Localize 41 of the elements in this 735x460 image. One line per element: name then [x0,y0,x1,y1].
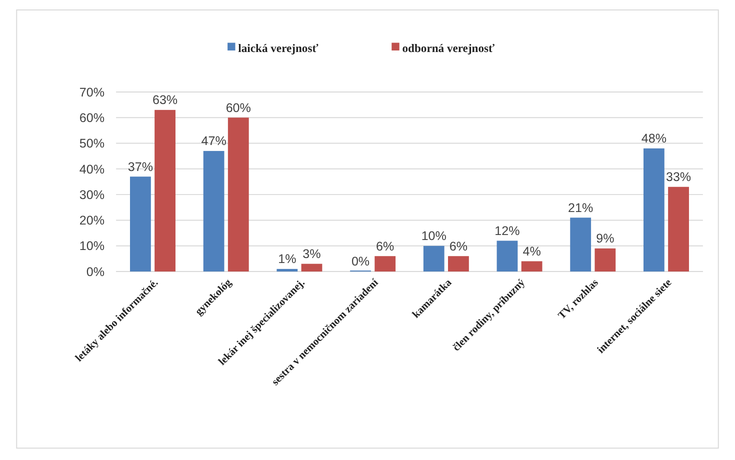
y-tick-label: 40% [79,162,104,176]
y-tick-label: 50% [79,136,104,151]
bar [276,268,298,272]
bar [203,150,224,272]
data-label: 0% [351,254,370,269]
bar [668,186,689,272]
y-tick-label: 30% [79,188,104,202]
data-label: 47% [201,134,226,148]
bar [374,256,396,272]
bar [570,218,592,272]
legend-label: odborná verejnosť [402,42,495,56]
bar [301,264,322,272]
data-label: 6% [376,239,394,254]
bar [643,148,664,272]
data-label: 3% [302,247,321,262]
y-tick-label: 10% [79,239,104,254]
bar [496,240,518,272]
y-tick-label: 60% [79,111,104,126]
y-tick-label: 70% [79,85,104,100]
data-label: 21% [568,200,594,215]
data-label: 63% [152,93,178,108]
data-label: 48% [641,132,666,146]
y-tick-label: 20% [79,214,104,228]
bar [130,176,151,272]
y-tick-label: 0% [86,264,104,279]
data-label: 4% [522,244,541,258]
data-label: 12% [494,224,520,238]
data-label: 6% [449,239,468,254]
bar [521,261,542,272]
data-label: 10% [421,229,446,244]
data-label: 1% [278,252,296,266]
bar [448,256,469,272]
bar [423,246,444,272]
bar [228,118,249,272]
data-label: 33% [666,170,692,184]
data-label: 60% [226,100,251,115]
data-label: 37% [128,160,153,174]
data-label: 9% [596,232,614,246]
bar [594,248,616,272]
legend-label: laická verejnosť [238,42,318,56]
bar [154,110,176,272]
